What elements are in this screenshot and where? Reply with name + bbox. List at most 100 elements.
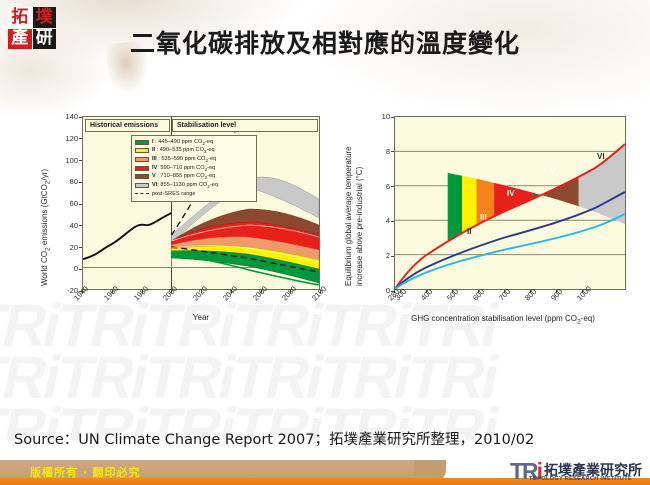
emissions-legend: I : 445–490 ppm CO2-eq II : 490–535 ppm … <box>131 135 257 202</box>
legend-item-II: II : 490–535 ppm CO2-eq <box>135 147 253 156</box>
x-tick-mark <box>111 290 113 293</box>
legend-range-VI: 855–1130 <box>160 181 185 188</box>
temperature-y-axis-label-line2: increase above pre-industrial (°C) <box>355 166 364 286</box>
y-label-sub1: 2 <box>44 247 52 252</box>
legend-swatch-III <box>135 156 149 162</box>
x-tick-mark <box>201 290 202 293</box>
figure-container: World CO2 emissions (GtCO2/yr) 140 120 1… <box>30 108 630 326</box>
logo-char-2: 墣 <box>32 7 56 28</box>
legend-range-I: 445–490 <box>158 138 181 145</box>
legend-swatch-V <box>135 174 149 180</box>
y-tick: 2 <box>366 251 394 260</box>
x-tick-mark <box>320 290 321 293</box>
legend-label-III: III : 535–590 ppm CO2-eq <box>152 155 217 164</box>
emissions-header-stabilisation: Stabilisation level <box>172 119 318 132</box>
y-label-sub2: 2 <box>44 180 52 185</box>
emissions-header-historical: Historical emissions <box>85 119 170 132</box>
legend-num-IV: IV <box>152 164 158 171</box>
legend-item-III: III : 535–590 ppm CO2-eq <box>135 155 253 164</box>
x-label-post: -eq) <box>580 314 595 323</box>
legend-swatch-VI <box>135 182 149 188</box>
legend-item-VI: VI: 855–1130 ppm CO2-eq <box>135 181 253 190</box>
legend-label-II: II : 490–535 ppm CO2-eq <box>152 147 215 155</box>
footer: 版權所有 ‧ 翻印必究 <box>0 460 650 485</box>
band-label-IV: IV <box>507 189 515 198</box>
y-tick: 120 <box>54 134 82 143</box>
y-tick: 20 <box>54 243 82 252</box>
band-label-II: II <box>467 227 472 236</box>
slide-title: 二氧化碳排放及相對應的溫度變化 <box>129 29 520 58</box>
legend-label-VI: VI: 855–1130 ppm CO2-eq <box>152 181 218 189</box>
band-V <box>532 144 579 289</box>
emissions-x-axis-label: Year <box>192 313 210 322</box>
temperature-plot-svg <box>395 143 625 289</box>
y-tick: 40 <box>54 221 82 230</box>
y-tick: 0 <box>366 286 394 295</box>
y-tick: 10 <box>366 112 394 121</box>
y-label-pre: World CO <box>40 251 49 286</box>
tri-wordmark: TRi <box>509 457 544 484</box>
y-label-mid: emissions (GtCO <box>40 184 49 248</box>
band-label-III: III <box>480 213 487 222</box>
legend-num-II: II <box>152 147 156 154</box>
x-tick-mark <box>530 290 532 293</box>
legend-label-I: I : 445–490 ppm CO2-eq <box>152 138 214 146</box>
y-label-post: /yr) <box>40 168 49 181</box>
y-tick: 140 <box>54 112 82 121</box>
x-tick-mark <box>478 290 480 293</box>
upper-bound-curve <box>395 143 625 289</box>
x-tick-mark <box>82 290 83 293</box>
x-tick-mark <box>504 290 506 293</box>
y-tick: 80 <box>54 177 82 186</box>
x-tick-mark <box>582 290 584 293</box>
logo-char-3: 產 <box>8 28 32 49</box>
chart-emissions: World CO2 emissions (GtCO2/yr) 140 120 1… <box>30 108 328 326</box>
y-tick: 6 <box>366 182 394 191</box>
source-note: Source：UN Climate Change Report 2007；拓墣產… <box>14 432 535 448</box>
x-label-sub: 2 <box>576 318 581 326</box>
legend-num-I: I <box>152 138 154 145</box>
band-VI <box>578 144 625 289</box>
copyright-notice: 版權所有 ‧ 翻印必究 <box>30 466 141 479</box>
legend-range-IV: 590–710 <box>160 164 183 171</box>
legend-num-V: V <box>152 173 156 180</box>
y-tick: 4 <box>366 216 394 225</box>
y-tick: 8 <box>366 147 394 156</box>
legend-num-III: III <box>152 155 157 162</box>
legend-item-V: V : 710–855 ppm CO2-eq <box>135 172 253 181</box>
legend-range-II: 490–535 <box>159 147 182 154</box>
temperature-plot-area: I II III IV V VI <box>394 116 626 290</box>
logo-char-1: 拓 <box>8 7 32 28</box>
tri-corner-logo: 拓 墣 產 研 <box>8 7 56 49</box>
x-tick-mark <box>230 290 232 293</box>
band-II <box>462 144 477 289</box>
historical-emissions-line <box>83 212 172 260</box>
tri-wordmark-i: i <box>536 457 544 484</box>
tri-brand-cn: 拓墣產業研究所 <box>544 463 642 479</box>
x-tick-mark <box>141 290 143 293</box>
x-tick-mark <box>556 290 558 293</box>
legend-range-V: 710–855 <box>160 173 183 180</box>
x-tick-mark <box>171 290 173 293</box>
legend-range-III: 535–590 <box>161 155 184 162</box>
band-label-I: I <box>452 241 455 250</box>
band-label-V: V <box>550 167 556 176</box>
legend-swatch-II <box>135 148 149 154</box>
y-tick: 0 <box>54 264 82 273</box>
temperature-bands <box>447 144 625 289</box>
legend-item-I: I : 445–490 ppm CO2-eq <box>135 138 253 147</box>
watermark-row: TRiTRiTRiTRiTRiTRi <box>0 344 504 411</box>
legend-item-post-sres: post-SRES range <box>135 190 253 199</box>
emissions-y-axis-label: World CO2 emissions (GtCO2/yr) <box>40 169 52 286</box>
x-tick-mark <box>394 290 395 293</box>
legend-label-IV: IV: 590–710 ppm CO2-eq <box>152 164 216 172</box>
legend-item-IV: IV: 590–710 ppm CO2-eq <box>135 164 253 173</box>
x-tick-mark <box>426 290 428 293</box>
emissions-plot-area: Historical emissions Stabilisation level… <box>82 116 320 290</box>
logo-char-4: 研 <box>32 28 56 49</box>
post-sres-lower <box>171 246 319 273</box>
y-tick: 60 <box>54 199 82 208</box>
y-tick: -20 <box>54 286 82 295</box>
emissions-plot-svg <box>83 117 319 289</box>
legend-label-V: V : 710–855 ppm CO2-eq <box>152 173 216 181</box>
